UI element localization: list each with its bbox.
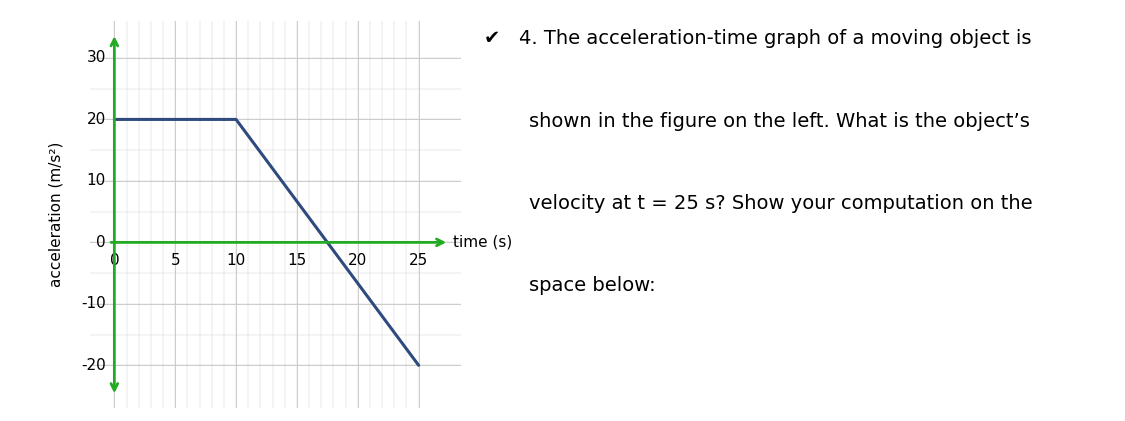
Text: 20: 20: [87, 112, 106, 127]
Text: ✔: ✔: [484, 29, 501, 48]
Text: 0: 0: [109, 253, 119, 269]
Text: 10: 10: [226, 253, 245, 269]
Text: -20: -20: [81, 358, 106, 373]
Text: -10: -10: [81, 296, 106, 312]
Text: 4. The acceleration-time graph of a moving object is: 4. The acceleration-time graph of a movi…: [519, 29, 1032, 48]
Text: 5: 5: [170, 253, 180, 269]
Text: shown in the figure on the left. What is the object’s: shown in the figure on the left. What is…: [529, 112, 1029, 131]
Text: acceleration (m/s²): acceleration (m/s²): [48, 142, 63, 288]
Text: 20: 20: [348, 253, 368, 269]
Text: space below:: space below:: [529, 276, 655, 295]
Text: 0: 0: [97, 235, 106, 250]
Text: time (s): time (s): [452, 235, 512, 250]
Text: 30: 30: [87, 51, 106, 65]
Text: 15: 15: [287, 253, 306, 269]
Text: 25: 25: [410, 253, 429, 269]
Text: velocity at t = 25 s? Show your computation on the: velocity at t = 25 s? Show your computat…: [529, 194, 1033, 213]
Text: 10: 10: [87, 173, 106, 188]
